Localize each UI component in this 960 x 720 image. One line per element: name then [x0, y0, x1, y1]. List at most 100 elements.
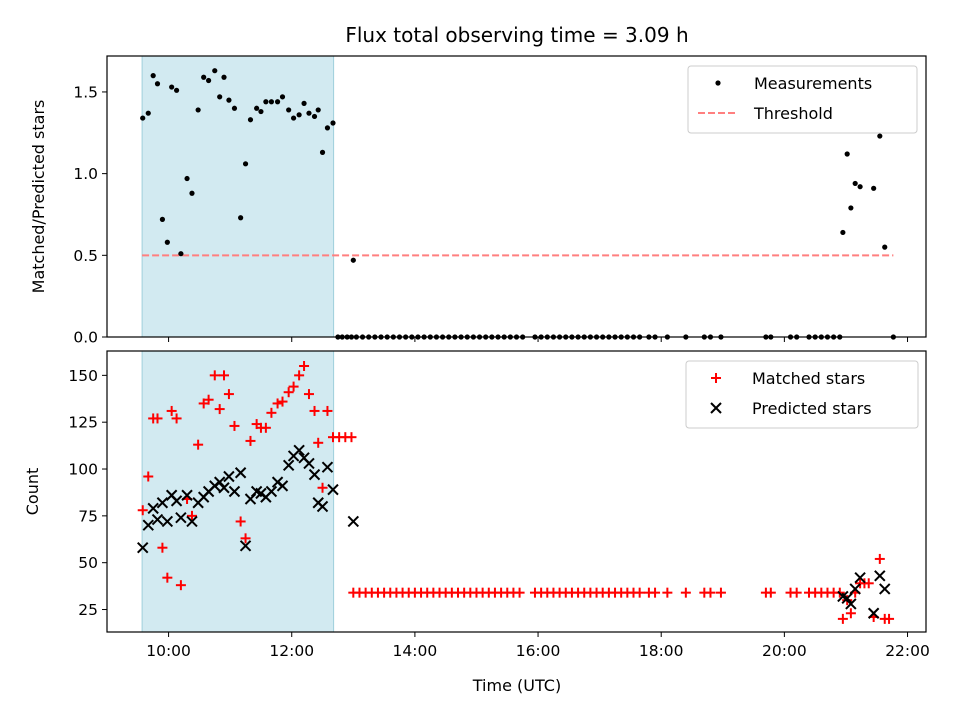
data-point	[238, 215, 244, 221]
y-tick-label: 125	[68, 414, 98, 432]
data-point	[844, 151, 850, 157]
x-tick-label: 18:00	[639, 642, 684, 660]
data-point	[848, 205, 854, 211]
y-tick-label: 150	[68, 367, 98, 385]
data-point	[857, 184, 863, 190]
marker-stroke	[218, 482, 230, 494]
data-point	[263, 99, 269, 105]
data-point	[514, 587, 525, 598]
data-point	[228, 485, 241, 498]
legend-box	[687, 65, 918, 134]
legend-marker	[710, 402, 722, 414]
data-point	[279, 94, 286, 100]
data-point	[286, 107, 292, 113]
data-point	[150, 73, 156, 79]
data-point	[151, 513, 164, 526]
marker-stroke	[308, 468, 321, 481]
marker-stroke	[165, 489, 178, 501]
data-point	[837, 613, 848, 624]
legend-label: Measurements	[754, 74, 872, 93]
data-point	[265, 485, 278, 498]
y-tick-label: 75	[78, 507, 98, 525]
data-point	[203, 394, 214, 405]
data-point	[161, 515, 174, 528]
data-point	[863, 578, 874, 589]
data-point	[258, 108, 264, 115]
legend-label: Matched stars	[752, 369, 865, 388]
marker-stroke	[228, 485, 241, 498]
legend-box	[685, 360, 919, 429]
x-axis-label: Time (UTC)	[472, 676, 561, 695]
legend: Measurements Threshold	[687, 65, 918, 134]
data-point	[162, 572, 173, 583]
legend-label: Predicted stars	[752, 399, 872, 418]
data-point	[254, 105, 260, 111]
data-point	[242, 161, 249, 167]
data-point	[303, 389, 314, 400]
data-point	[874, 570, 886, 582]
data-point	[217, 94, 223, 100]
data-point	[175, 580, 186, 591]
marker-stroke	[327, 483, 339, 496]
data-point	[240, 533, 251, 544]
marker-stroke	[156, 497, 169, 509]
marker-stroke	[170, 495, 183, 507]
data-point	[234, 467, 247, 479]
data-point	[840, 229, 846, 236]
x-tick-label: 20:00	[762, 642, 807, 660]
marker-stroke	[316, 500, 329, 513]
data-point	[193, 439, 204, 450]
ratio-panel: 0.0 0.5 1.0 1.5 Matched/Predicted stars Measu…	[29, 55, 927, 347]
data-point	[195, 107, 201, 113]
data-point	[209, 370, 220, 381]
marker-stroke	[849, 583, 861, 595]
marker-stroke	[265, 485, 278, 498]
marker-stroke	[293, 444, 305, 456]
data-point	[166, 405, 177, 416]
data-point	[317, 482, 328, 493]
data-point	[214, 404, 225, 415]
marker-stroke	[282, 459, 295, 471]
data-point	[266, 407, 277, 418]
x-tick-label: 16:00	[516, 642, 561, 660]
y-tick-label: 0.5	[73, 247, 98, 265]
data-point	[765, 587, 776, 598]
series-predicted-stars	[137, 444, 891, 619]
data-point	[316, 500, 329, 513]
data-point	[221, 74, 227, 80]
x-tick-label: 10:00	[146, 642, 191, 660]
data-point	[680, 587, 691, 598]
data-point	[154, 81, 161, 87]
data-point	[272, 398, 283, 409]
marker-stroke	[234, 467, 247, 479]
data-point	[229, 420, 240, 431]
data-point	[882, 244, 888, 250]
data-point	[849, 583, 861, 595]
data-point	[268, 99, 275, 105]
data-point	[140, 115, 146, 121]
data-point	[156, 497, 169, 509]
data-point	[226, 97, 232, 103]
marker-stroke	[142, 519, 154, 531]
data-point	[159, 216, 166, 222]
y-tick-label: 50	[78, 554, 98, 572]
y-tick-label: 1.0	[73, 165, 98, 183]
data-point	[178, 251, 184, 257]
data-point	[245, 435, 256, 446]
data-point	[301, 100, 307, 106]
data-point	[219, 370, 229, 381]
data-point	[184, 175, 190, 182]
data-point	[147, 502, 159, 515]
marker-stroke	[137, 541, 149, 554]
y-tick-label: 0.0	[73, 329, 98, 347]
data-point	[145, 110, 151, 116]
data-point	[841, 592, 853, 604]
marker-stroke	[151, 513, 164, 526]
data-point	[871, 185, 877, 191]
data-point	[867, 607, 880, 619]
marker-stroke	[874, 570, 886, 582]
data-point	[877, 133, 883, 139]
data-point	[715, 587, 726, 598]
data-point	[290, 115, 297, 121]
